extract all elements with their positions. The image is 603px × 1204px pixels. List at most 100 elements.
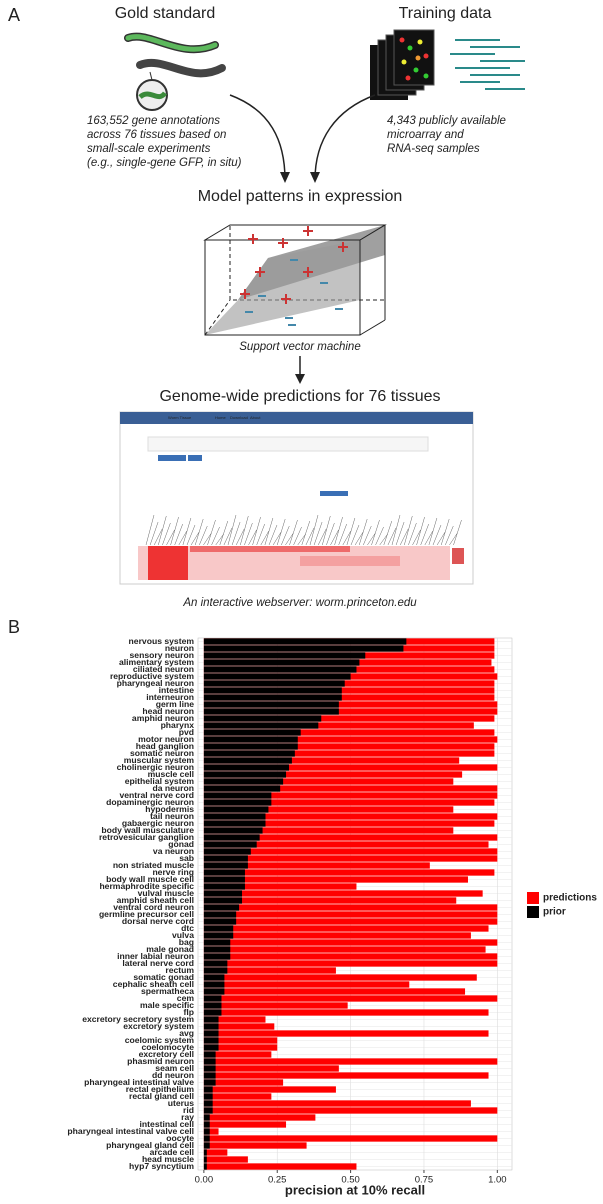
y-tick-label: bag xyxy=(179,937,194,947)
rnaseq-reads xyxy=(450,39,525,90)
bar xyxy=(203,1051,272,1058)
bar xyxy=(203,876,245,883)
y-tick-label: flp xyxy=(184,1007,195,1017)
bar xyxy=(203,1086,213,1093)
bar xyxy=(203,1128,210,1135)
column-name-stub xyxy=(420,523,429,546)
bar xyxy=(203,848,498,855)
column-name-stub xyxy=(387,527,397,546)
y-tick-label: excretory cell xyxy=(139,1049,194,1059)
y-tick-label: da neuron xyxy=(152,783,194,793)
bar xyxy=(203,778,284,785)
y-tick-label: hyp7 syncytium xyxy=(129,1161,194,1171)
y-tick-label: retrovesicular ganglion xyxy=(99,832,194,842)
y-tick-label: head ganglion xyxy=(136,741,194,751)
bar xyxy=(203,1114,210,1121)
y-tick-label: seam cell xyxy=(155,1063,194,1073)
webserver-nav: Worm Tissue xyxy=(168,415,192,420)
bar xyxy=(203,652,366,659)
y-tick-label: interneuron xyxy=(146,692,194,702)
y-tick-label: germ line xyxy=(156,699,194,709)
bar xyxy=(203,1156,248,1163)
gold-text-line: across 76 tissues based on xyxy=(87,129,226,141)
bar xyxy=(203,1044,219,1051)
column-name-stub xyxy=(326,522,335,546)
column-name-stub xyxy=(162,522,171,546)
column-name-stub xyxy=(445,525,454,546)
y-tick-label: arcade cell xyxy=(150,1147,194,1157)
y-tick-label: epithelial system xyxy=(125,776,195,786)
webserver-nav: About xyxy=(250,415,261,420)
bar xyxy=(203,1030,219,1037)
bar xyxy=(203,1107,498,1114)
column-name-stub xyxy=(412,529,421,546)
bar xyxy=(203,673,351,680)
bar xyxy=(203,785,281,792)
gold-text: 163,552 gene annotations across 76 tissue… xyxy=(87,115,242,169)
bar xyxy=(203,736,498,743)
x-tick-label: 0.50 xyxy=(341,1175,360,1186)
column-name-stub xyxy=(375,526,384,546)
bar xyxy=(203,834,260,841)
y-tick-label: ray xyxy=(181,1112,194,1122)
bar xyxy=(203,729,495,736)
arrow xyxy=(229,94,286,181)
webserver-caption: An interactive webserver: worm.princeton… xyxy=(182,597,417,609)
column-name-stub xyxy=(404,515,413,546)
column-name-stub xyxy=(276,518,286,546)
bar xyxy=(203,883,245,890)
y-tick-label: male specific xyxy=(140,1000,194,1010)
bar xyxy=(203,694,495,701)
bar xyxy=(203,1079,216,1086)
y-tick-label: dorsal nerve cord xyxy=(122,916,194,926)
bar xyxy=(203,729,301,736)
bar xyxy=(203,785,498,792)
bar xyxy=(203,687,495,694)
y-tick-label: head neuron xyxy=(142,706,194,716)
svm-label: Support vector machine xyxy=(239,341,360,353)
bar xyxy=(203,813,266,820)
column-name-stub xyxy=(322,515,331,546)
bar xyxy=(203,1023,275,1030)
bar xyxy=(203,771,287,778)
bar xyxy=(203,687,342,694)
y-tick-label: rid xyxy=(183,1105,194,1115)
column-name-stub xyxy=(281,525,290,546)
webserver-screenshot xyxy=(119,411,474,585)
bar xyxy=(203,904,498,911)
column-name-stub xyxy=(186,524,196,546)
column-name-stub xyxy=(256,523,265,546)
bar xyxy=(203,722,474,729)
bar xyxy=(203,799,272,806)
bar xyxy=(203,750,495,757)
y-tick-label: uterus xyxy=(168,1098,194,1108)
training-text-line: RNA-seq samples xyxy=(387,143,480,155)
arrowhead xyxy=(295,374,305,384)
legend-label: predictions xyxy=(543,893,597,904)
bar xyxy=(203,799,495,806)
bar xyxy=(203,974,225,981)
bar xyxy=(203,1093,272,1100)
bar xyxy=(203,792,498,799)
bar xyxy=(203,953,498,960)
bar xyxy=(203,1121,287,1128)
y-tick-label: reproductive system xyxy=(110,671,194,681)
gold-text-line: 163,552 gene annotations xyxy=(87,115,220,127)
y-tick-label: coelomocyte xyxy=(141,1042,194,1052)
y-tick-label: head muscle xyxy=(142,1154,194,1164)
bar xyxy=(203,813,498,820)
column-name-stub xyxy=(293,526,302,546)
svm-negative-points xyxy=(245,259,343,326)
y-tick-label: excretory system xyxy=(123,1021,194,1031)
column-name-stub xyxy=(399,528,409,546)
bar xyxy=(203,680,495,687)
column-name-stub xyxy=(199,525,208,546)
microarray-icons xyxy=(370,29,435,100)
bar xyxy=(203,1128,219,1135)
bar xyxy=(203,995,498,1002)
y-tick-label: pvd xyxy=(179,727,194,737)
y-tick-label: phasmid neuron xyxy=(127,1056,194,1066)
bar xyxy=(203,1093,213,1100)
magnifier-line xyxy=(149,71,153,81)
column-name-stub xyxy=(211,526,220,546)
